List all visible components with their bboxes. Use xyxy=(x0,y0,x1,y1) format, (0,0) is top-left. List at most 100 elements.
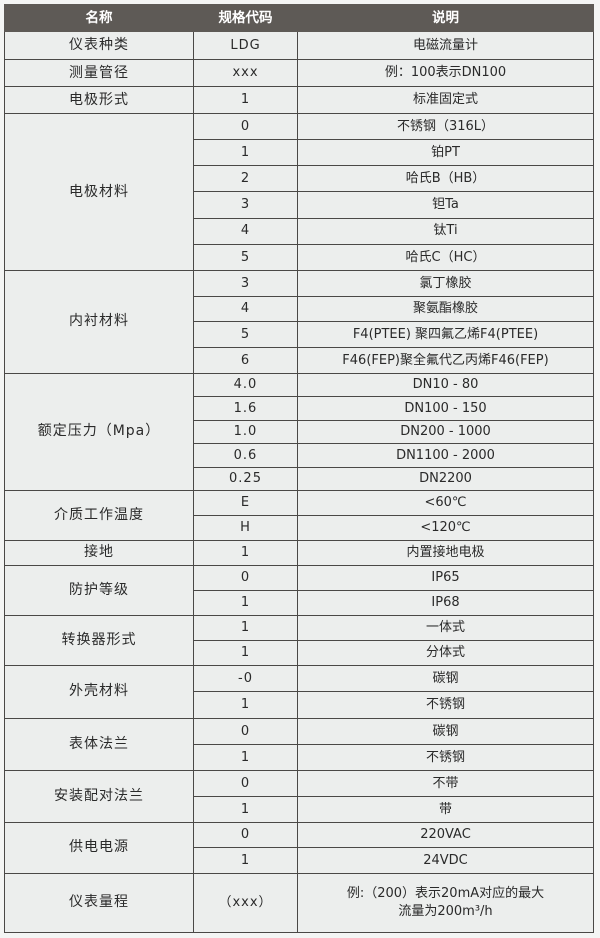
spec-code: 6 xyxy=(193,347,298,374)
spec-description: 例:（200）表示20mA对应的最大 流量为200m³/h xyxy=(297,872,594,933)
spec-description: 钛Ti xyxy=(297,217,594,245)
spec-description: 哈氏C（HC） xyxy=(297,243,594,271)
header-row: 名称 规格代码 说明 xyxy=(4,4,594,32)
spec-description: DN1100 - 2000 xyxy=(297,443,594,468)
spec-description: F46(FEP)聚全氟代乙丙烯F46(FEP) xyxy=(297,347,594,374)
spec-code: 5 xyxy=(193,321,298,349)
table-row: 1 不锈钢 xyxy=(5,691,594,719)
header-name: 名称 xyxy=(4,4,194,32)
spec-description: <60℃ xyxy=(297,489,594,516)
spec-description: DN200 - 1000 xyxy=(297,419,594,445)
group-name: 电极形式 xyxy=(4,86,194,114)
spec-code: 2 xyxy=(193,165,298,193)
spec-code: 1 xyxy=(193,743,298,771)
table-row: 5 F4(PTEE) 聚四氟乙烯F4(PTEE) xyxy=(5,321,594,349)
group-name: 安装配对法兰 xyxy=(4,769,194,823)
spec-description: 例：100表示DN100 xyxy=(297,59,594,87)
spec-code: 4 xyxy=(193,217,298,245)
spec-description: 不锈钢 xyxy=(297,691,594,719)
table-row: 转换器形式 1 一体式 xyxy=(4,614,594,666)
spec-description: 24VDC xyxy=(297,847,594,874)
table-row: 0.6 DN1100 - 2000 xyxy=(5,443,594,468)
spec-code: E xyxy=(193,489,298,516)
spec-description: 标准固定式 xyxy=(297,86,594,114)
table-row: 仪表量程 （xxx） 例:（200）表示20mA对应的最大 流量为200m³/h xyxy=(4,872,594,933)
spec-description: 碳钢 xyxy=(297,717,594,745)
spec-table: 名称 规格代码 说明 仪表种类 LDG 电磁流量计 测量管径 xxx 例：100表示DN1… xyxy=(4,4,594,933)
spec-code: 1 xyxy=(193,639,298,666)
table-row: 0.25 DN2200 xyxy=(5,466,594,491)
spec-description: <120℃ xyxy=(297,514,594,541)
spec-code: 0 xyxy=(193,769,298,797)
spec-description: 铂PT xyxy=(297,139,594,167)
group-name: 表体法兰 xyxy=(4,717,194,771)
spec-description: 哈氏B（HB） xyxy=(297,165,594,193)
table-row: 表体法兰 0 碳钢 xyxy=(4,717,594,771)
table-row: 2 哈氏B（HB） xyxy=(5,165,594,193)
spec-code: 0 xyxy=(193,112,298,141)
table-row: 接地 1 内置接地电极 xyxy=(4,539,594,566)
group-name: 接地 xyxy=(4,539,194,566)
spec-code: 1.0 xyxy=(193,419,298,445)
spec-code: 0 xyxy=(193,564,298,591)
spec-description: 220VAC xyxy=(297,821,594,849)
spec-description: DN2200 xyxy=(297,466,594,491)
table-row: 1 分体式 xyxy=(5,639,594,666)
table-row: 电极材料 0 不锈钢（316L） xyxy=(4,112,594,271)
table-row: 1 不锈钢 xyxy=(5,743,594,771)
header-code: 规格代码 xyxy=(193,4,298,32)
spec-code: 1 xyxy=(193,847,298,874)
spec-code: 0 xyxy=(193,717,298,745)
spec-code: 1 xyxy=(193,139,298,167)
spec-description: 碳钢 xyxy=(297,664,594,693)
spec-code: 5 xyxy=(193,243,298,271)
table-row: 内衬材料 3 氯丁橡胶 xyxy=(4,269,594,374)
spec-description: 电磁流量计 xyxy=(297,31,594,60)
table-row: 介质工作温度 E <60℃ xyxy=(4,489,594,541)
table-row: 仪表种类 LDG 电磁流量计 xyxy=(4,31,594,60)
spec-description: IP68 xyxy=(297,589,594,616)
table-row: 外壳材料 -0 碳钢 xyxy=(4,664,594,719)
spec-code: 1 xyxy=(193,86,298,114)
spec-code: 0.25 xyxy=(193,466,298,491)
spec-description: 不锈钢 xyxy=(297,743,594,771)
spec-description: 氯丁橡胶 xyxy=(297,269,594,297)
group-name: 供电电源 xyxy=(4,821,194,874)
spec-description: DN10 - 80 xyxy=(297,372,594,398)
table-row: 测量管径 xxx 例：100表示DN100 xyxy=(4,59,594,87)
spec-code: 3 xyxy=(193,191,298,219)
header-desc: 说明 xyxy=(297,4,594,32)
table-row: 供电电源 0 220VAC xyxy=(4,821,594,874)
spec-code: （xxx） xyxy=(193,872,298,933)
spec-code: 4.0 xyxy=(193,372,298,398)
spec-description: 带 xyxy=(297,795,594,823)
spec-code: 1 xyxy=(193,691,298,719)
table-row: 防护等级 0 IP65 xyxy=(4,564,594,616)
table-row: 4 聚氨酯橡胶 xyxy=(5,295,594,323)
spec-code: 0 xyxy=(193,821,298,849)
table-row: 额定压力（Mpa） 4.0 DN10 - 80 xyxy=(4,372,594,491)
group-name: 额定压力（Mpa） xyxy=(4,372,194,491)
group-name: 电极材料 xyxy=(4,113,194,271)
spec-code: 1.6 xyxy=(193,396,298,421)
spec-description: 钽Ta xyxy=(297,191,594,219)
spec-code: 1 xyxy=(193,795,298,823)
group-name: 内衬材料 xyxy=(4,269,194,374)
spec-code: 1 xyxy=(193,589,298,616)
spec-description: 聚氨酯橡胶 xyxy=(297,295,594,323)
spec-code: 1 xyxy=(193,614,298,641)
group-name: 测量管径 xyxy=(4,59,194,87)
group-name: 仪表量程 xyxy=(4,872,194,933)
spec-code: xxx xyxy=(193,59,298,87)
table-row: 安装配对法兰 0 不带 xyxy=(4,769,594,823)
group-name: 防护等级 xyxy=(4,564,194,616)
spec-code: 4 xyxy=(193,295,298,323)
spec-code: 3 xyxy=(193,269,298,297)
spec-description: 内置接地电极 xyxy=(297,539,594,566)
spec-description: IP65 xyxy=(297,564,594,591)
table-row: 5 哈氏C（HC） xyxy=(5,243,594,271)
group-name: 转换器形式 xyxy=(4,614,194,666)
group-name: 外壳材料 xyxy=(4,664,194,719)
table-row: 3 钽Ta xyxy=(5,191,594,219)
